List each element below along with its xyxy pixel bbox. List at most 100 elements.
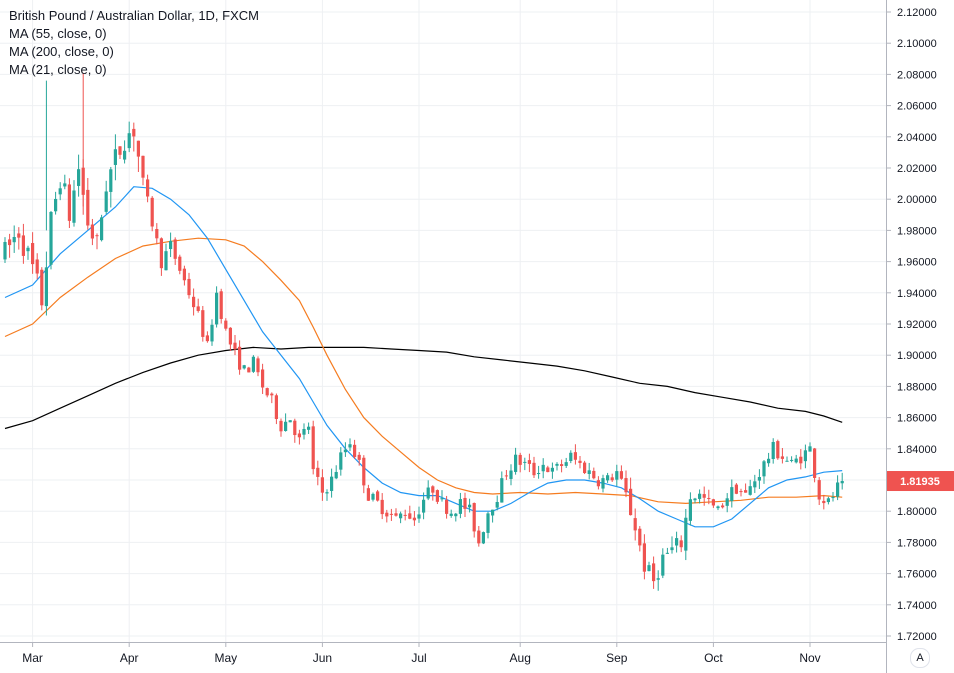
- candle-body: [54, 198, 58, 212]
- candle-body: [44, 267, 48, 307]
- candle-body: [72, 190, 76, 223]
- candle-body: [192, 296, 196, 308]
- ma55-label[interactable]: MA (55, close, 0): [9, 26, 107, 41]
- candle-body: [136, 140, 140, 157]
- candle-body: [58, 188, 62, 195]
- candle-body: [550, 467, 554, 472]
- candle-body: [399, 513, 403, 519]
- candle-body: [343, 449, 347, 453]
- price-tick-label: 2.12000: [897, 7, 937, 19]
- candle-body: [371, 493, 375, 500]
- candle-body: [90, 224, 94, 239]
- candle-body: [445, 499, 449, 514]
- time-tick-label: Oct: [704, 651, 723, 665]
- candle-body: [330, 476, 334, 491]
- last-price-tag: 1.81935: [887, 471, 954, 492]
- candle-body: [477, 530, 481, 544]
- candle-body: [532, 462, 536, 476]
- candle-body: [509, 470, 513, 479]
- chart-legend: British Pound / Australian Dollar, 1D, F…: [9, 7, 259, 79]
- candle-body: [95, 235, 99, 237]
- candle-body: [201, 310, 205, 337]
- ma21-path: [4, 186, 843, 528]
- candle-body: [26, 247, 30, 252]
- ma21-label[interactable]: MA (21, close, 0): [9, 62, 107, 77]
- chart-grid: [0, 0, 886, 642]
- candle-body: [224, 320, 228, 329]
- time-axis[interactable]: Mar Apr May Jun Jul Aug Sep Oct Nov: [0, 642, 886, 665]
- candle-body: [771, 441, 775, 459]
- candle-body: [629, 488, 633, 516]
- candle-body: [826, 498, 830, 503]
- candle-body: [744, 490, 748, 493]
- candle-body: [546, 467, 550, 473]
- candle-body: [164, 251, 168, 271]
- candle-body: [385, 512, 389, 517]
- candle-body: [3, 241, 7, 260]
- candle-body: [573, 452, 577, 460]
- candle-body: [739, 491, 743, 493]
- candle-body: [822, 500, 826, 504]
- candle-body: [155, 229, 159, 239]
- price-tick-label: 1.92000: [897, 319, 937, 331]
- candle-body: [251, 356, 255, 372]
- candle-body: [481, 532, 485, 544]
- price-tick-label: 2.10000: [897, 38, 937, 50]
- candle-body: [472, 503, 476, 532]
- candle-body: [518, 454, 522, 465]
- candle-body: [721, 505, 725, 508]
- candle-body: [638, 528, 642, 546]
- candle-body: [238, 346, 242, 370]
- candle-body: [362, 457, 366, 486]
- candle-body: [537, 473, 541, 475]
- candle-body: [748, 486, 752, 495]
- symbol-title[interactable]: British Pound / Australian Dollar, 1D, F…: [9, 8, 259, 23]
- candle-body: [767, 458, 771, 464]
- candle-body: [803, 450, 807, 462]
- price-tick-label: 1.76000: [897, 569, 937, 581]
- candle-body: [587, 470, 591, 474]
- candle-body: [601, 478, 605, 489]
- candle-body: [449, 513, 453, 516]
- ma200-label[interactable]: MA (200, close, 0): [9, 44, 114, 59]
- candle-body: [293, 420, 297, 436]
- candle-body: [49, 211, 53, 265]
- candle-body: [486, 513, 490, 533]
- auto-scale-button[interactable]: A: [910, 648, 930, 668]
- candle-body: [817, 480, 821, 500]
- price-tick-label: 2.00000: [897, 194, 937, 206]
- candle-body: [366, 488, 370, 501]
- candle-body: [380, 499, 384, 515]
- candle-body: [610, 477, 614, 481]
- candle-body: [67, 184, 71, 221]
- candle-body: [334, 471, 338, 479]
- candle-body: [219, 291, 223, 319]
- candle-body: [394, 513, 398, 516]
- candle-body: [31, 243, 35, 265]
- candle-body: [670, 547, 674, 551]
- candle-body: [426, 487, 430, 499]
- candle-body: [256, 358, 260, 373]
- time-tick-label: Jun: [313, 651, 332, 665]
- candle-body: [698, 493, 702, 499]
- candle-body: [495, 501, 499, 508]
- candle-body: [141, 155, 145, 178]
- candle-body: [178, 256, 182, 271]
- candle-body: [389, 513, 393, 515]
- candle-body: [780, 456, 784, 459]
- ma55-line: [4, 237, 843, 505]
- candle-body: [514, 454, 518, 472]
- candle-body: [173, 239, 177, 259]
- candle-body: [454, 513, 458, 517]
- candle-body: [836, 482, 840, 497]
- price-tick-label: 2.04000: [897, 132, 937, 144]
- candle-body: [652, 563, 656, 582]
- candle-body: [159, 238, 163, 269]
- price-axis[interactable]: 2.12000 2.10000 2.08000 2.06000 2.04000 2.020…: [886, 0, 937, 673]
- candle-body: [491, 509, 495, 516]
- price-tick-label: 1.94000: [897, 288, 937, 300]
- candle-body: [642, 543, 646, 572]
- candle-body: [831, 496, 835, 499]
- candle-body: [619, 471, 623, 479]
